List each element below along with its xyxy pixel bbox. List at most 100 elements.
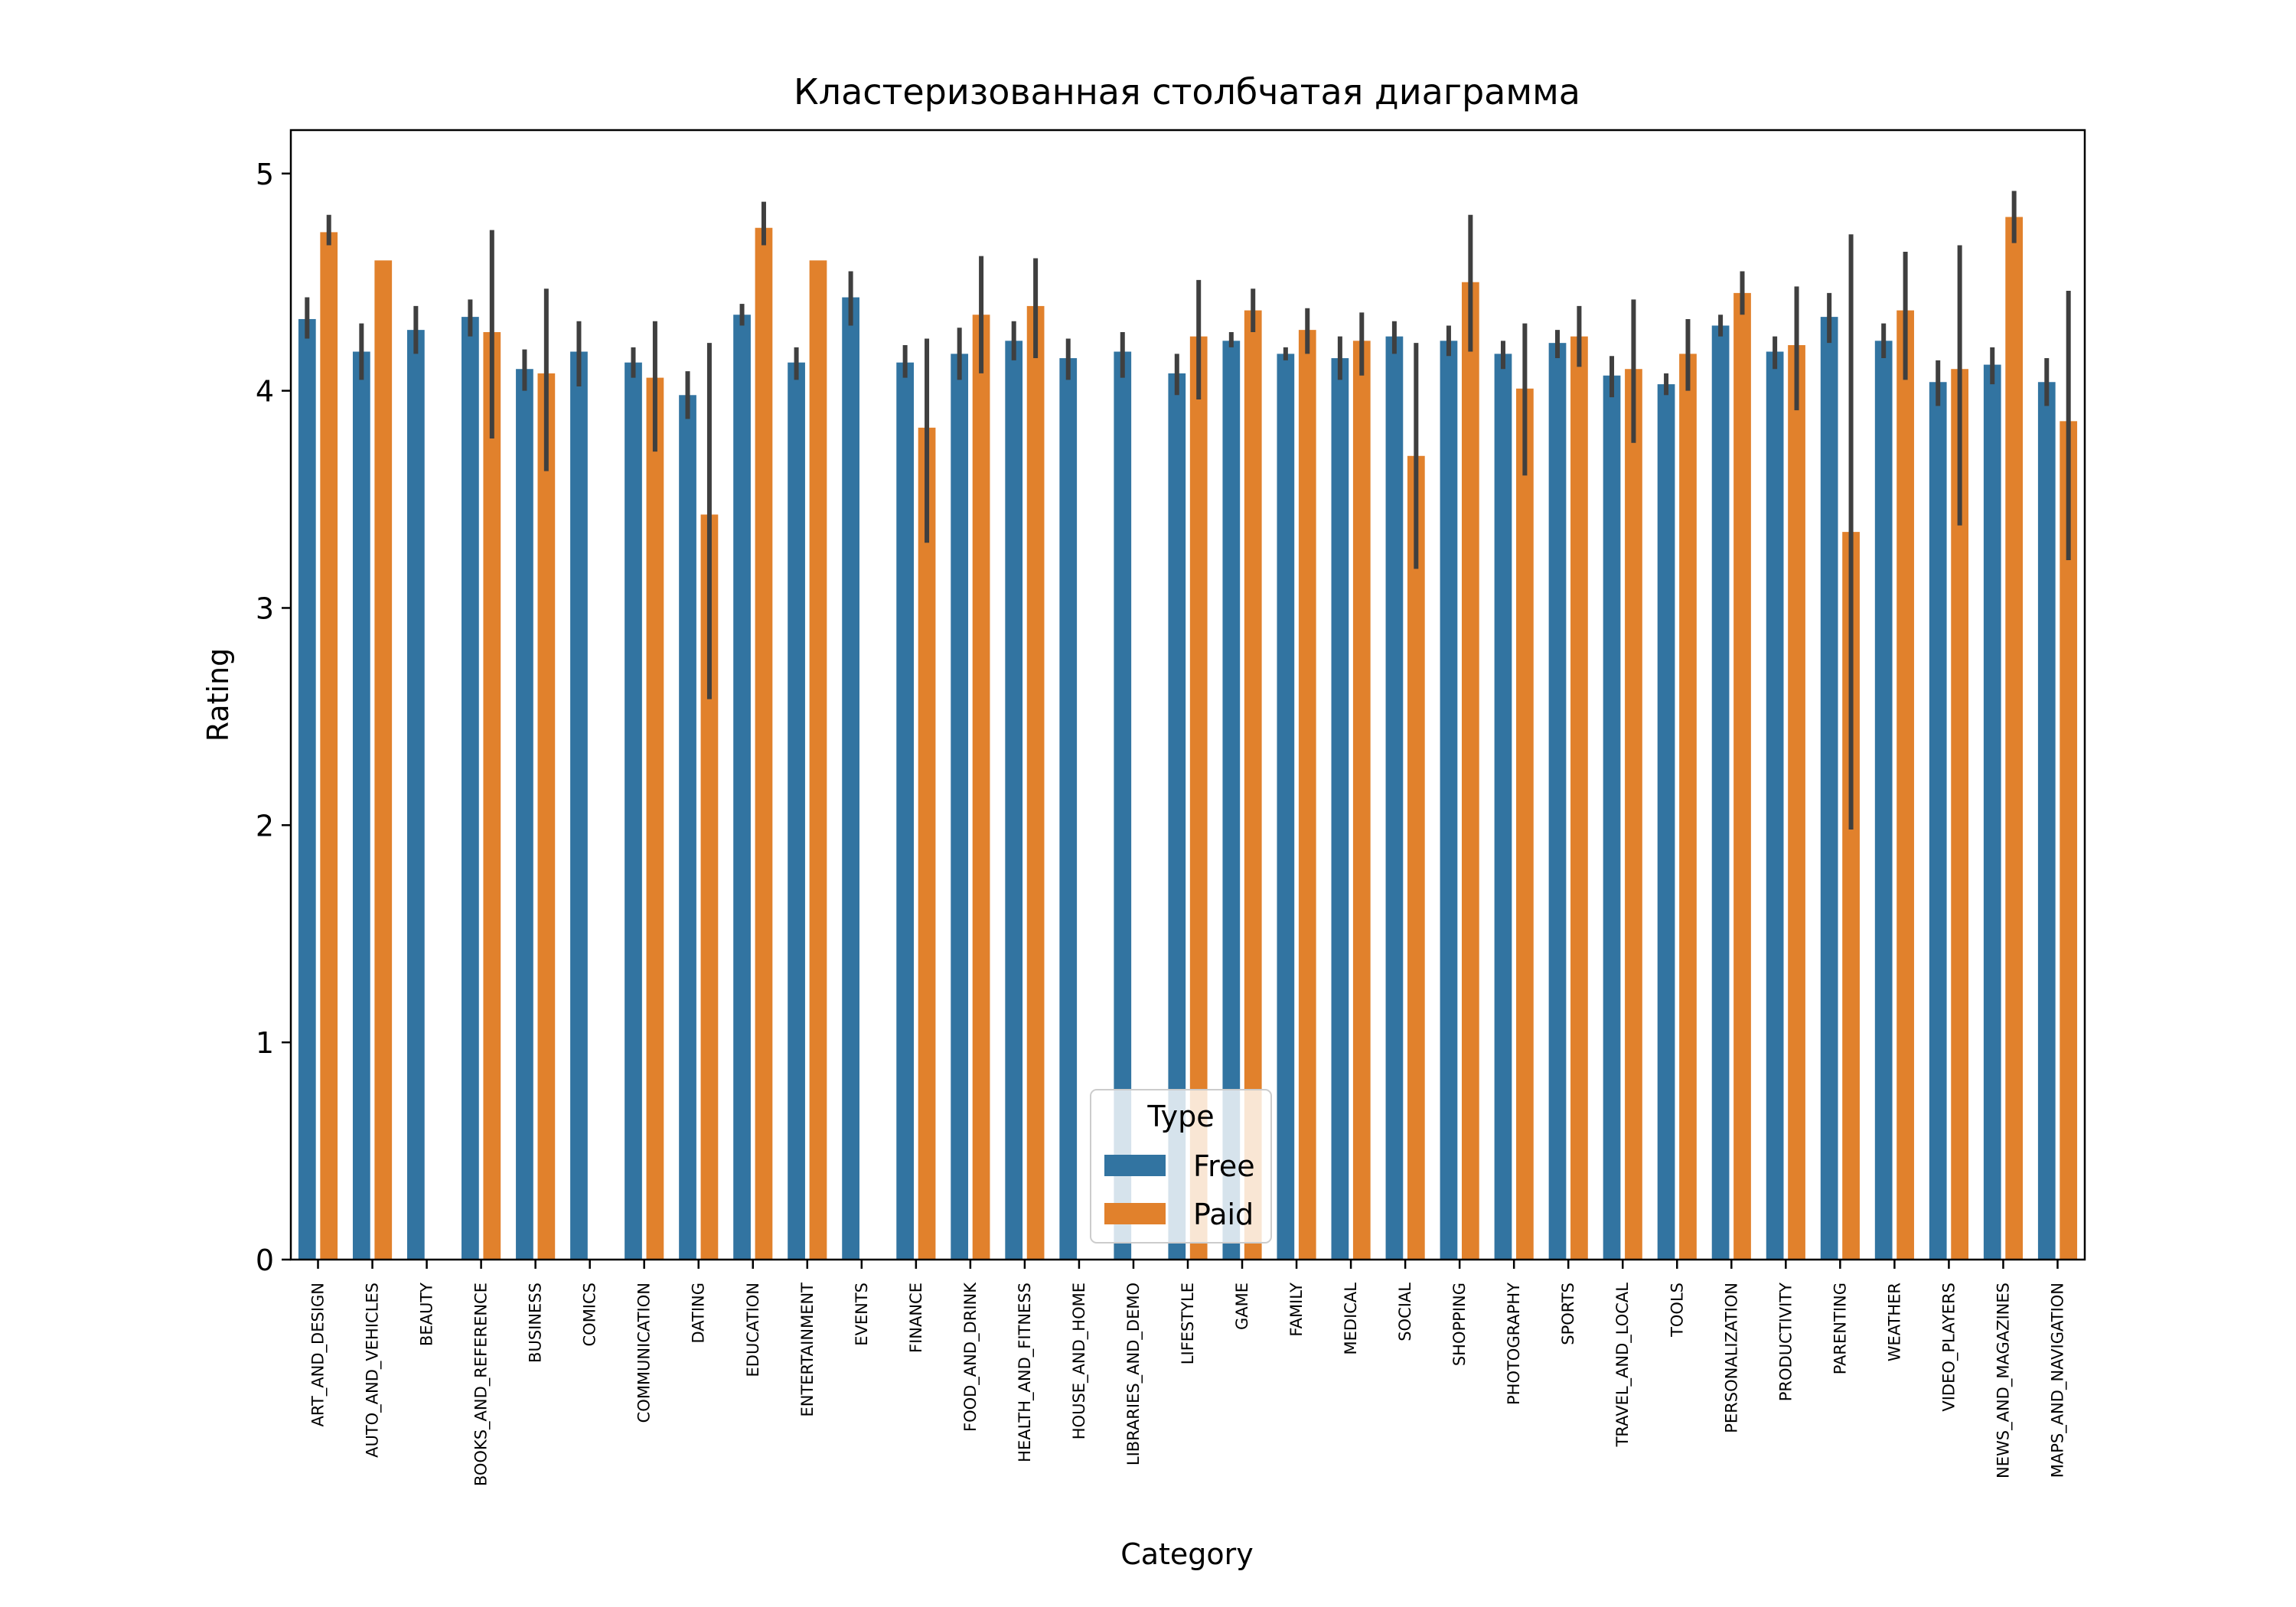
bar-paid-art-and-design bbox=[320, 232, 338, 1260]
y-axis: 0 1 2 3 4 5 bbox=[256, 158, 291, 1277]
bar-paid-maps-and-navigation bbox=[2060, 421, 2078, 1260]
bar-paid-weather bbox=[1896, 310, 1914, 1260]
bar-paid-family bbox=[1298, 330, 1316, 1260]
y-tick-label: 2 bbox=[256, 809, 274, 843]
bar-paid-education bbox=[755, 227, 773, 1260]
x-tick-label: TRAVEL_AND_LOCAL bbox=[1613, 1283, 1632, 1448]
x-tick-label: BOOKS_AND_REFERENCE bbox=[472, 1283, 491, 1486]
bar-free-entertainment bbox=[788, 362, 805, 1260]
x-tick-label: PERSONALIZATION bbox=[1722, 1283, 1740, 1433]
x-tick-label: LIBRARIES_AND_DEMO bbox=[1124, 1283, 1143, 1465]
bar-free-sports bbox=[1548, 343, 1567, 1260]
x-tick-label: FAMILY bbox=[1287, 1283, 1306, 1337]
x-tick-label: SPORTS bbox=[1559, 1283, 1577, 1345]
bar-paid-news-and-magazines bbox=[2005, 217, 2024, 1260]
chart-title: Кластеризованная столбчатая диаграмма bbox=[794, 71, 1580, 112]
bar-free-books-and-reference bbox=[461, 317, 479, 1260]
bar-paid-lifestyle bbox=[1189, 336, 1208, 1260]
x-tick-label: VIDEO_PLAYERS bbox=[1939, 1283, 1958, 1412]
bar-paid-business bbox=[537, 373, 556, 1260]
bar-paid-travel-and-local bbox=[1625, 369, 1642, 1260]
bar-free-business bbox=[516, 369, 533, 1260]
bar-free-beauty bbox=[407, 330, 425, 1260]
x-tick-label: FINANCE bbox=[907, 1283, 925, 1353]
bar-free-tools bbox=[1657, 384, 1675, 1260]
bar-free-social bbox=[1385, 336, 1404, 1260]
legend-swatch-paid bbox=[1104, 1203, 1166, 1224]
x-tick-label: EVENTS bbox=[853, 1283, 871, 1346]
bars-layer bbox=[298, 217, 2078, 1260]
x-axis: ART_AND_DESIGN AUTO_AND_VEHICLES BEAUTY BOO… bbox=[309, 1260, 2067, 1486]
x-tick-label: PARENTING bbox=[1831, 1283, 1849, 1374]
bar-paid-social bbox=[1407, 455, 1425, 1260]
bar-free-events bbox=[842, 297, 859, 1260]
errorbars-layer bbox=[305, 191, 2071, 830]
legend: Type Free Paid bbox=[1090, 1089, 1272, 1244]
y-tick-label: 5 bbox=[256, 158, 274, 191]
bar-free-personalization bbox=[1711, 325, 1730, 1260]
y-tick-label: 4 bbox=[256, 375, 274, 409]
bar-paid-finance bbox=[918, 427, 936, 1260]
x-tick-label: MAPS_AND_NAVIGATION bbox=[2048, 1283, 2067, 1478]
bar-free-family bbox=[1277, 354, 1295, 1260]
x-tick-label: BUSINESS bbox=[527, 1283, 545, 1363]
bar-free-health-and-fitness bbox=[1005, 341, 1023, 1260]
bar-paid-personalization bbox=[1733, 292, 1751, 1260]
legend-title: Type bbox=[1146, 1100, 1214, 1133]
bar-paid-productivity bbox=[1788, 345, 1805, 1260]
bar-free-shopping bbox=[1440, 341, 1458, 1260]
bar-paid-parenting bbox=[1842, 532, 1860, 1260]
bar-free-game bbox=[1222, 341, 1241, 1260]
x-tick-label: SHOPPING bbox=[1450, 1283, 1469, 1366]
x-tick-label: LIFESTYLE bbox=[1179, 1283, 1197, 1364]
legend-label-free: Free bbox=[1193, 1149, 1255, 1183]
x-tick-label: COMICS bbox=[581, 1283, 599, 1347]
legend-label-paid: Paid bbox=[1193, 1198, 1254, 1231]
bar-free-communication bbox=[625, 362, 642, 1260]
x-tick-label: AUTO_AND_VEHICLES bbox=[364, 1283, 383, 1458]
x-axis-label: Category bbox=[1120, 1537, 1254, 1571]
x-tick-label: FOOD_AND_DRINK bbox=[961, 1282, 980, 1432]
x-tick-label: ART_AND_DESIGN bbox=[309, 1283, 328, 1426]
legend-swatch-free bbox=[1104, 1155, 1166, 1176]
bar-paid-health-and-fitness bbox=[1026, 305, 1045, 1260]
bar-paid-game bbox=[1244, 310, 1262, 1260]
bar-paid-dating bbox=[700, 514, 719, 1260]
bar-paid-books-and-reference bbox=[483, 331, 501, 1260]
bar-free-lifestyle bbox=[1168, 373, 1186, 1260]
bar-free-video-players bbox=[1929, 382, 1947, 1260]
bar-free-productivity bbox=[1766, 351, 1784, 1260]
x-tick-label: GAME bbox=[1233, 1283, 1251, 1330]
bar-free-parenting bbox=[1820, 317, 1838, 1260]
bar-free-education bbox=[733, 315, 751, 1260]
x-tick-label: MEDICAL bbox=[1342, 1283, 1360, 1355]
bar-paid-video-players bbox=[1951, 369, 1968, 1260]
y-tick-label: 1 bbox=[256, 1026, 274, 1060]
bar-free-house-and-home bbox=[1059, 358, 1078, 1260]
bar-free-dating bbox=[679, 395, 696, 1260]
bar-free-art-and-design bbox=[298, 318, 316, 1260]
y-tick-label: 0 bbox=[256, 1244, 274, 1277]
x-tick-label: NEWS_AND_MAGAZINES bbox=[1994, 1283, 2013, 1478]
x-tick-label: ENTERTAINMENT bbox=[798, 1283, 817, 1417]
bar-free-travel-and-local bbox=[1603, 375, 1621, 1260]
x-tick-label: WEATHER bbox=[1885, 1283, 1903, 1361]
bar-paid-sports bbox=[1570, 336, 1588, 1260]
bar-paid-food-and-drink bbox=[972, 315, 990, 1260]
x-tick-label: BEAUTY bbox=[418, 1283, 436, 1346]
x-tick-label: HOUSE_AND_HOME bbox=[1070, 1283, 1089, 1439]
bar-paid-tools bbox=[1679, 354, 1697, 1260]
bar-free-finance bbox=[896, 362, 915, 1260]
bar-free-comics bbox=[570, 351, 588, 1260]
bar-free-medical bbox=[1331, 358, 1349, 1260]
bar-paid-communication bbox=[646, 377, 664, 1260]
bar-free-maps-and-navigation bbox=[2037, 382, 2056, 1260]
y-axis-label: Rating bbox=[201, 648, 235, 742]
bar-free-libraries-and-demo bbox=[1114, 351, 1132, 1260]
bar-free-weather bbox=[1874, 341, 1893, 1260]
x-tick-label: TOOLS bbox=[1668, 1283, 1686, 1338]
x-tick-label: DATING bbox=[690, 1283, 708, 1344]
x-tick-label: SOCIAL bbox=[1396, 1283, 1414, 1341]
x-tick-label: HEALTH_AND_FITNESS bbox=[1016, 1283, 1035, 1462]
